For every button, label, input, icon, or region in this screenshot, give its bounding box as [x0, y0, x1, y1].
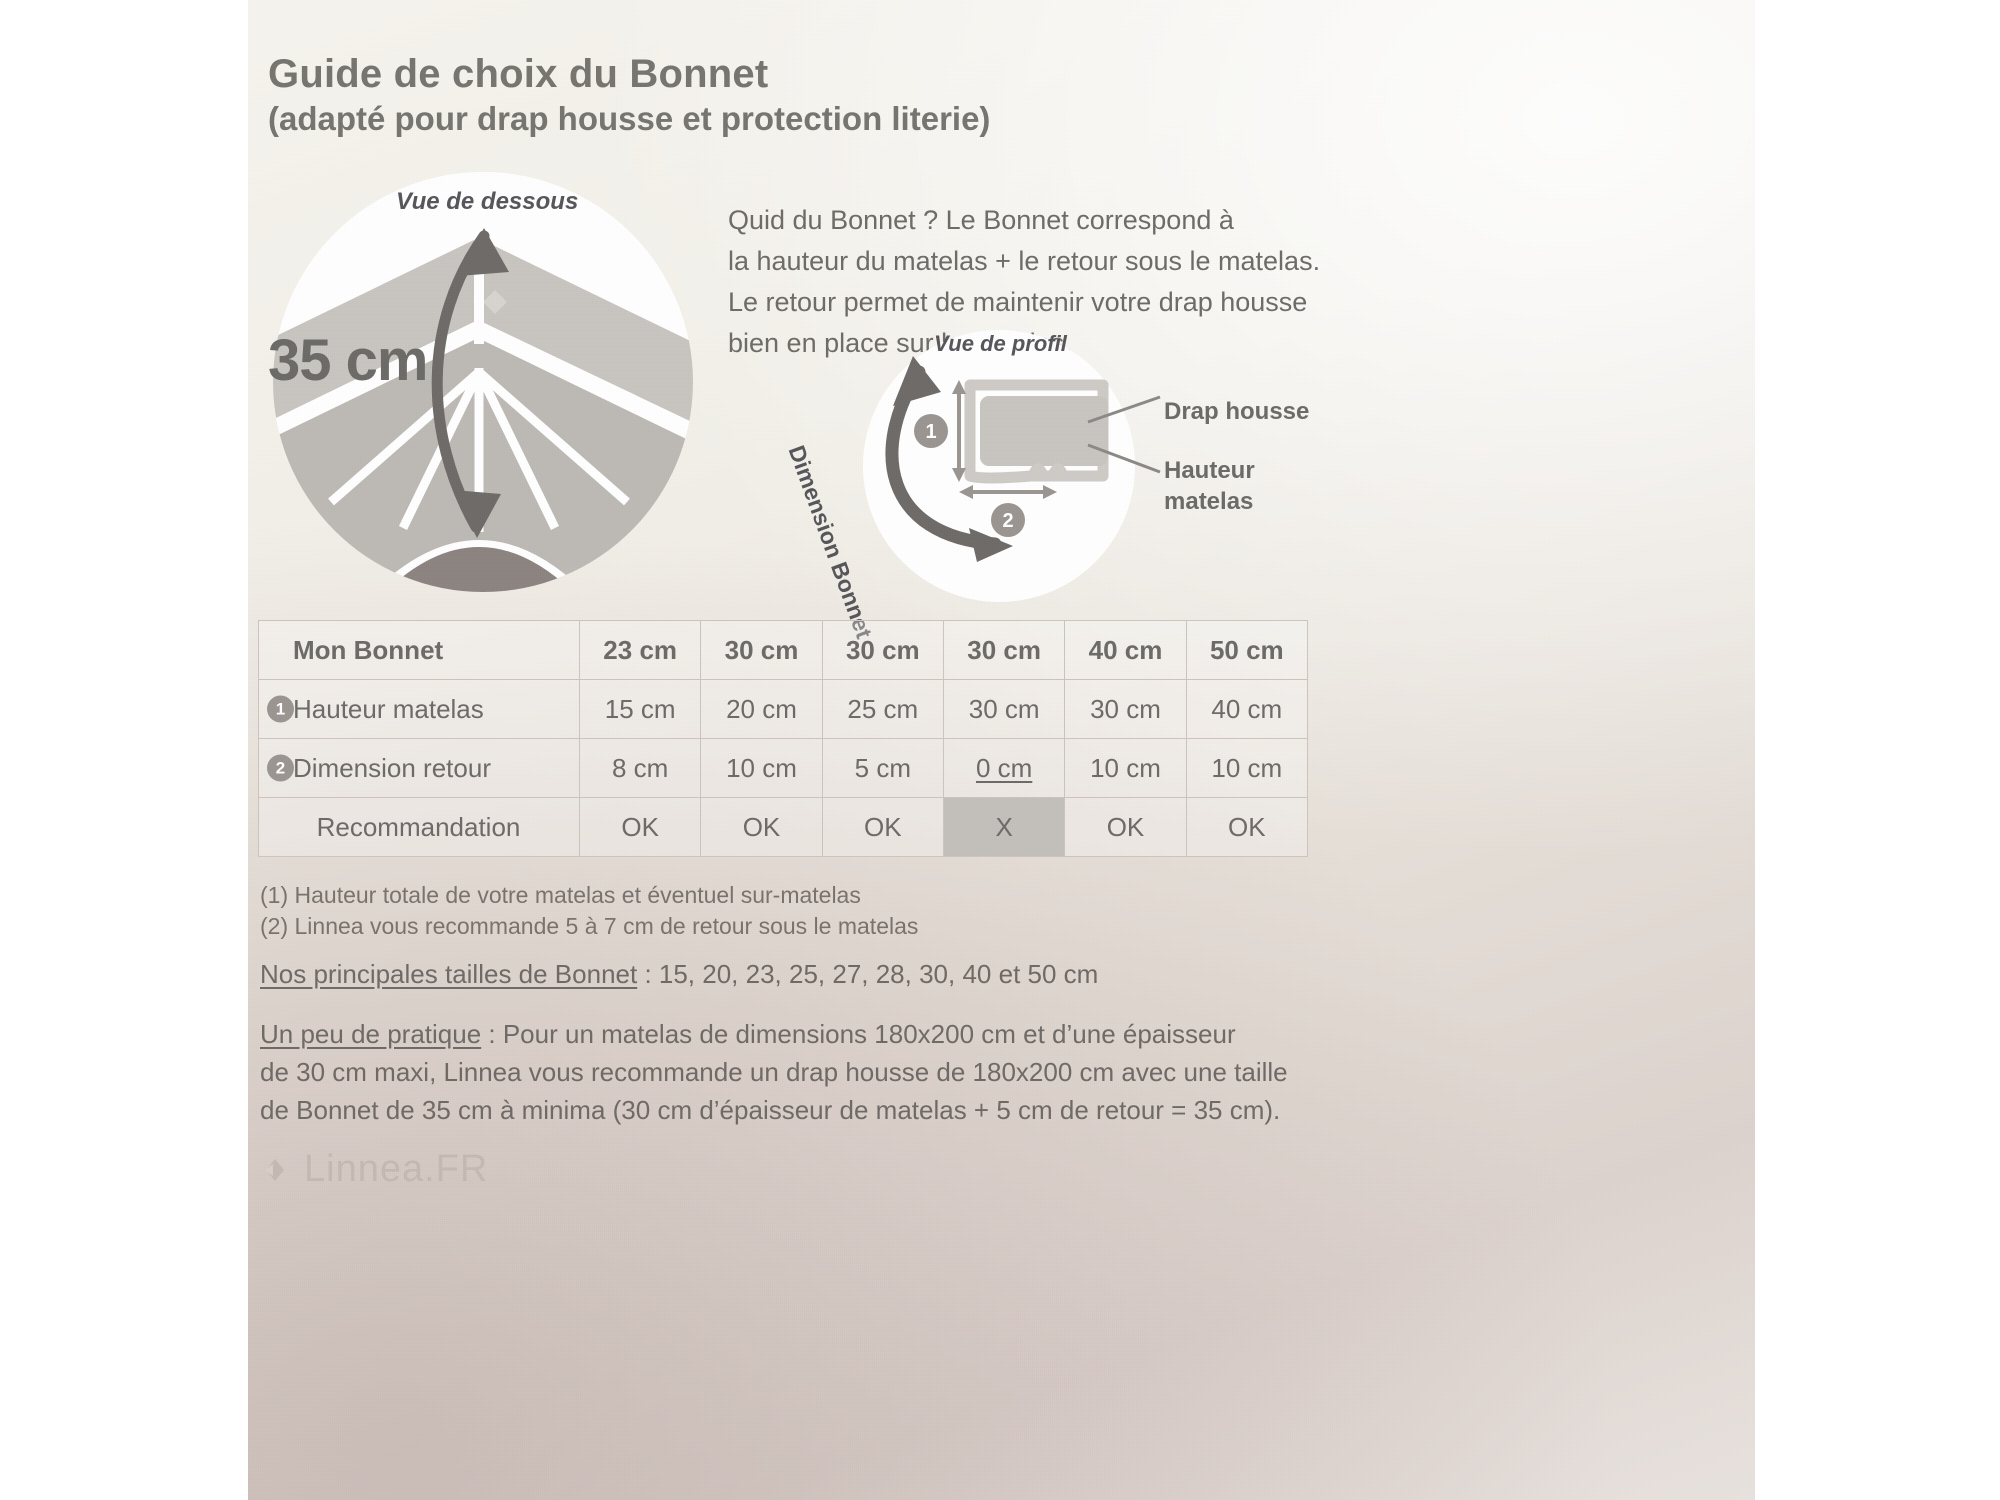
cell-retour-5: 10 cm: [1064, 738, 1187, 798]
badge-1-profile: 1: [914, 414, 948, 448]
linnea-diamond-icon: [265, 1158, 284, 1181]
cell-hauteur-5: 30 cm: [1064, 679, 1187, 739]
row-label-text: Dimension retour: [293, 752, 491, 783]
table-row-recommandation: Recommandation OK OK OK X OK OK: [258, 797, 1309, 857]
row-label-text: Hauteur matelas: [293, 693, 484, 724]
intro-line-2: la hauteur du matelas + le retour sous l…: [728, 246, 1321, 276]
cell-retour-6: 10 cm: [1185, 738, 1309, 798]
callout-leader-lines: [1087, 395, 1161, 474]
pratique-line-1: : Pour un matelas de dimensions 180x200 …: [481, 1019, 1236, 1049]
pratique-block: Un peu de pratique : Pour un matelas de …: [260, 1015, 1288, 1129]
content-panel: Guide de choix du Bonnet (adapté pour dr…: [248, 0, 1755, 1500]
cell-reco-4: X: [942, 797, 1066, 857]
mattress-profile-illustration: 1 2: [885, 356, 1109, 562]
pratique-row-1: Un peu de pratique : Pour un matelas de …: [260, 1015, 1288, 1053]
diagram-bottom-view-circle: [273, 172, 693, 592]
diagram-profile-view-circle: 1 2: [863, 330, 1135, 602]
cell-hauteur-4: 30 cm: [942, 679, 1066, 739]
footnotes: (1) Hauteur totale de votre matelas et é…: [260, 880, 1610, 942]
footnote-1: (1) Hauteur totale de votre matelas et é…: [260, 882, 861, 908]
row-label-dimension-retour: 2 Dimension retour: [258, 738, 580, 798]
page-subtitle: (adapté pour drap housse et protection l…: [268, 100, 991, 137]
bonnet-table-wrapper: Mon Bonnet 23 cm 30 cm 30 cm 30 cm 40 cm…: [258, 620, 1309, 857]
row-label-hauteur-matelas: 1 Hauteur matelas: [258, 679, 580, 739]
cell-reco-6: OK: [1185, 797, 1309, 857]
intro-line-3: Le retour permet de maintenir votre drap…: [728, 287, 1308, 317]
badge-2-table: 2: [267, 754, 294, 782]
table-header-row: Mon Bonnet 23 cm 30 cm 30 cm 30 cm 40 cm…: [258, 620, 1309, 680]
badge-2-profile: 2: [991, 503, 1025, 537]
brand-logo-text: Linnea.FR: [304, 1148, 489, 1190]
table-header-cell-1: 23 cm: [578, 620, 702, 680]
callout-drap-housse: Drap housse: [1164, 398, 1310, 425]
pratique-line-2: de 30 cm maxi, Linnea vous recommande un…: [260, 1057, 1288, 1087]
footnote-2: (2) Linnea vous recommande 5 à 7 cm de r…: [260, 913, 919, 939]
table-row-hauteur-matelas: 1 Hauteur matelas 15 cm 20 cm 25 cm 30 c…: [258, 679, 1309, 739]
bonnet-measure-value: 35 cm: [268, 328, 428, 393]
cell-retour-2: 10 cm: [700, 738, 823, 798]
cell-hauteur-6: 40 cm: [1185, 679, 1309, 739]
callout-hauteur-line-2: matelas: [1164, 488, 1254, 515]
cell-retour-4: 0 cm: [942, 738, 1066, 798]
table-header-cell-4: 30 cm: [942, 620, 1066, 680]
bottom-view-label: Vue de dessous: [396, 188, 579, 215]
cell-hauteur-3: 25 cm: [821, 679, 944, 739]
table-row-dimension-retour: 2 Dimension retour 8 cm 10 cm 5 cm 0 cm …: [258, 738, 1309, 798]
cell-retour-3: 5 cm: [821, 738, 944, 798]
cell-hauteur-2: 20 cm: [700, 679, 823, 739]
table-header-cell-6: 50 cm: [1185, 620, 1309, 680]
pratique-line-3: de Bonnet de 35 cm à minima (30 cm d’épa…: [260, 1095, 1281, 1125]
callout-hauteur-line-1: Hauteur: [1164, 457, 1255, 484]
profile-view-label: Vue de profil: [934, 331, 1067, 356]
svg-text:1: 1: [925, 421, 936, 443]
cell-reco-3: OK: [821, 797, 944, 857]
badge-1-table: 1: [267, 695, 294, 723]
tailles-label: Nos principales tailles de Bonnet: [260, 959, 638, 989]
svg-text:2: 2: [1002, 510, 1013, 532]
table-header-cell-0: Mon Bonnet: [258, 620, 580, 680]
cell-reco-5: OK: [1064, 797, 1187, 857]
cell-retour-1: 8 cm: [578, 738, 702, 798]
brand-logo: Linnea.FR: [260, 1148, 488, 1191]
mattress-corner-illustration: [273, 228, 693, 592]
cell-reco-2: OK: [700, 797, 823, 857]
table-header-cell-3: 30 cm: [821, 620, 944, 680]
intro-line-1: Quid du Bonnet ? Le Bonnet correspond à: [728, 205, 1234, 235]
tailles-block: Nos principales tailles de Bonnet : 15, …: [260, 955, 1098, 993]
table-header-cell-5: 40 cm: [1064, 620, 1187, 680]
row-label-recommandation: Recommandation: [258, 797, 580, 857]
callout-hauteur-matelas: Hauteur matelas: [1164, 455, 1255, 517]
page-title: Guide de choix du Bonnet: [268, 52, 769, 96]
table-header-cell-2: 30 cm: [700, 620, 823, 680]
tailles-value: : 15, 20, 23, 25, 27, 28, 30, 40 et 50 c…: [637, 959, 1099, 989]
cell-hauteur-1: 15 cm: [578, 679, 702, 739]
cell-reco-1: OK: [578, 797, 702, 857]
bonnet-table: Mon Bonnet 23 cm 30 cm 30 cm 30 cm 40 cm…: [258, 620, 1309, 857]
pratique-label: Un peu de pratique: [260, 1019, 482, 1049]
